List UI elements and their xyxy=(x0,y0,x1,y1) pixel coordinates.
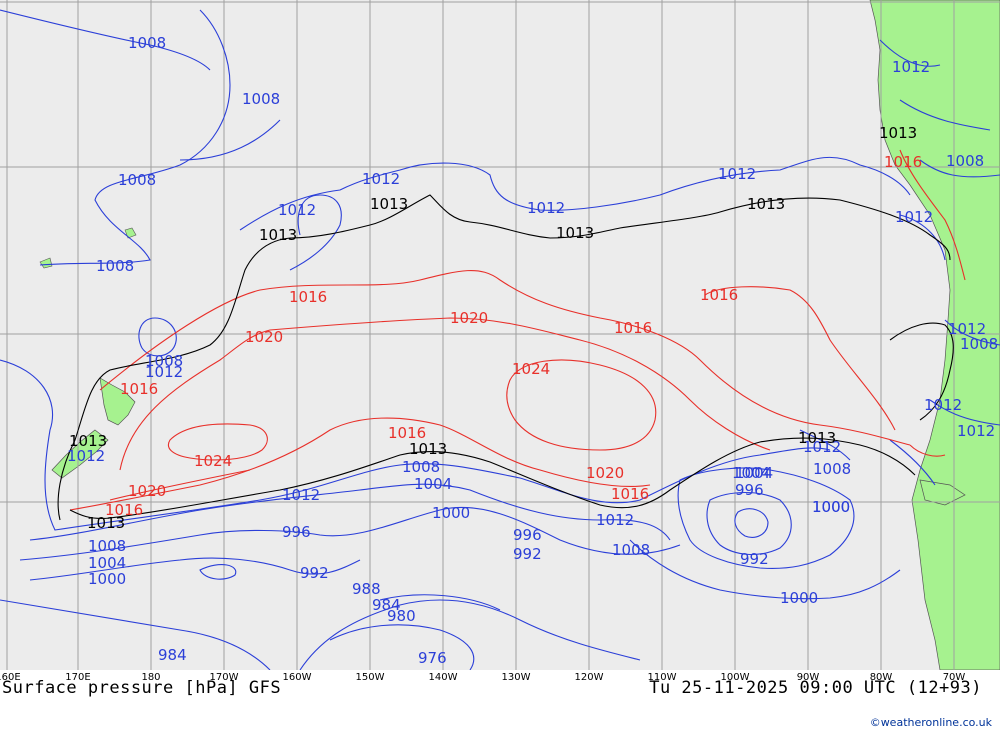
isobar-label: 1012 xyxy=(718,165,756,183)
isobar-label: 1004 xyxy=(414,475,452,493)
isobar-label: 996 xyxy=(735,481,764,499)
isobar-label: 1020 xyxy=(245,328,283,346)
isobar-labels-red: 1016 1020 1016 1020 1024 1016 1024 1016 … xyxy=(105,153,922,519)
isobar-labels-1013: 1013 1013 1013 1013 1013 1013 1013 1013 … xyxy=(69,124,917,532)
isobar-label: 1012 xyxy=(362,170,400,188)
isobar-label: 984 xyxy=(372,596,401,614)
lon-tick: 110W xyxy=(647,672,677,683)
isobar-label: 1012 xyxy=(892,58,930,76)
isobar-label: 1004 xyxy=(88,554,126,572)
isobars-1013 xyxy=(57,194,954,521)
isobar-label: 1012 xyxy=(957,422,995,440)
isobar-label: 1008 xyxy=(88,537,126,555)
lon-tick: 100W xyxy=(720,672,750,683)
isobar-label: 996 xyxy=(282,523,311,541)
isobar-label: 1008 xyxy=(128,34,166,52)
isobar-label: 1020 xyxy=(128,482,166,500)
isobar-label: 1004 xyxy=(735,464,773,482)
isobar-label: 988 xyxy=(352,580,381,598)
land-new-zealand-north xyxy=(99,377,136,426)
isobar-label: 992 xyxy=(740,550,769,568)
isobar-label: 1012 xyxy=(803,438,841,456)
isobar-label: 996 xyxy=(513,526,542,544)
isobar-label: 1008 xyxy=(946,152,984,170)
lon-tick: 160E xyxy=(0,672,21,683)
isobar-label: 1013 xyxy=(259,226,297,244)
isobar-label: 984 xyxy=(158,646,187,664)
isobar-label: 1016 xyxy=(700,286,738,304)
isobar-label: 1020 xyxy=(586,464,624,482)
lat-lon-grid xyxy=(0,0,1000,670)
isobar-label: 1016 xyxy=(105,501,143,519)
isobar-label: 1013 xyxy=(87,514,125,532)
lon-tick: 80W xyxy=(869,672,893,683)
isobar-label: 1013 xyxy=(747,195,785,213)
isobar-label: 1013 xyxy=(409,440,447,458)
isobar-label: 980 xyxy=(387,607,416,625)
footer xyxy=(0,670,1000,733)
lon-tick: 90W xyxy=(796,672,820,683)
isobar-label: 1008 xyxy=(242,90,280,108)
isobar-label: 1013 xyxy=(69,432,107,450)
isobar-label: 1020 xyxy=(450,309,488,327)
isobar-label: 1008 xyxy=(118,171,156,189)
lon-tick: 70W xyxy=(942,672,966,683)
lon-tick: 130W xyxy=(501,672,531,683)
isobar-label: 1012 xyxy=(948,320,986,338)
isobar-label: 1024 xyxy=(512,360,550,378)
isobar-label: 1016 xyxy=(120,380,158,398)
ocean-background xyxy=(0,0,1000,670)
isobar-label: 1000 xyxy=(88,570,126,588)
isobar-label: 1016 xyxy=(614,319,652,337)
isobar-label: 1008 xyxy=(960,335,998,353)
isobar-label: 1012 xyxy=(924,396,962,414)
lon-tick: 170W xyxy=(209,672,239,683)
isobar-label: 1008 xyxy=(96,257,134,275)
isobar-label: 1004 xyxy=(732,464,770,482)
isobar-label: 1013 xyxy=(798,429,836,447)
isobar-label: 1013 xyxy=(879,124,917,142)
lon-tick: 170E xyxy=(65,672,91,683)
lon-tick: 120W xyxy=(574,672,604,683)
isobar-label: 1000 xyxy=(432,504,470,522)
isobar-label: 976 xyxy=(418,649,447,667)
lon-tick: 160W xyxy=(282,672,312,683)
isobar-label: 992 xyxy=(513,545,542,563)
isobar-label: 1024 xyxy=(194,452,232,470)
map-title: Surface pressure [hPa] GFS xyxy=(2,678,282,698)
isobar-label: 1012 xyxy=(596,511,634,529)
isobar-label: 1000 xyxy=(812,498,850,516)
isobar-label: 1000 xyxy=(812,498,850,516)
isobar-label: 1013 xyxy=(556,224,594,242)
land-new-zealand-south xyxy=(51,429,109,479)
isobars-blue xyxy=(0,9,1000,670)
isobar-labels-blue: 1008 1008 1008 1008 1012 1012 1012 1012 … xyxy=(67,34,998,667)
pressure-map: 1008 1008 1008 1008 1012 1012 1012 1012 … xyxy=(0,0,1000,670)
isobar-label: 1016 xyxy=(388,424,426,442)
lon-tick: 180 xyxy=(141,672,161,683)
isobar-label: 1012 xyxy=(67,447,105,465)
lon-tick: 140W xyxy=(428,672,458,683)
isobar-label: 1008 xyxy=(612,541,650,559)
isobar-label: 1016 xyxy=(611,485,649,503)
isobar-label: 1012 xyxy=(278,201,316,219)
isobar-label: 1016 xyxy=(289,288,327,306)
isobar-label: 1012 xyxy=(527,199,565,217)
isobar-label: 992 xyxy=(300,564,329,582)
lon-tick: 150W xyxy=(355,672,385,683)
isobar-label: 1016 xyxy=(884,153,922,171)
isobar-label: 1008 xyxy=(145,352,183,370)
valid-time: Tu 25-11-2025 09:00 UTC (12+93) xyxy=(649,678,982,698)
isobar-label: 1012 xyxy=(282,486,320,504)
isobar-label: 1013 xyxy=(370,195,408,213)
isobar-label: 1012 xyxy=(145,363,183,381)
isobar-label: 1008 xyxy=(402,458,440,476)
isobars-red xyxy=(69,149,966,511)
isobar-label: 1008 xyxy=(813,460,851,478)
credit-link[interactable]: ©weatheronline.co.uk xyxy=(869,716,992,729)
isobar-label: 1012 xyxy=(895,208,933,226)
isobar-label: 1000 xyxy=(780,589,818,607)
